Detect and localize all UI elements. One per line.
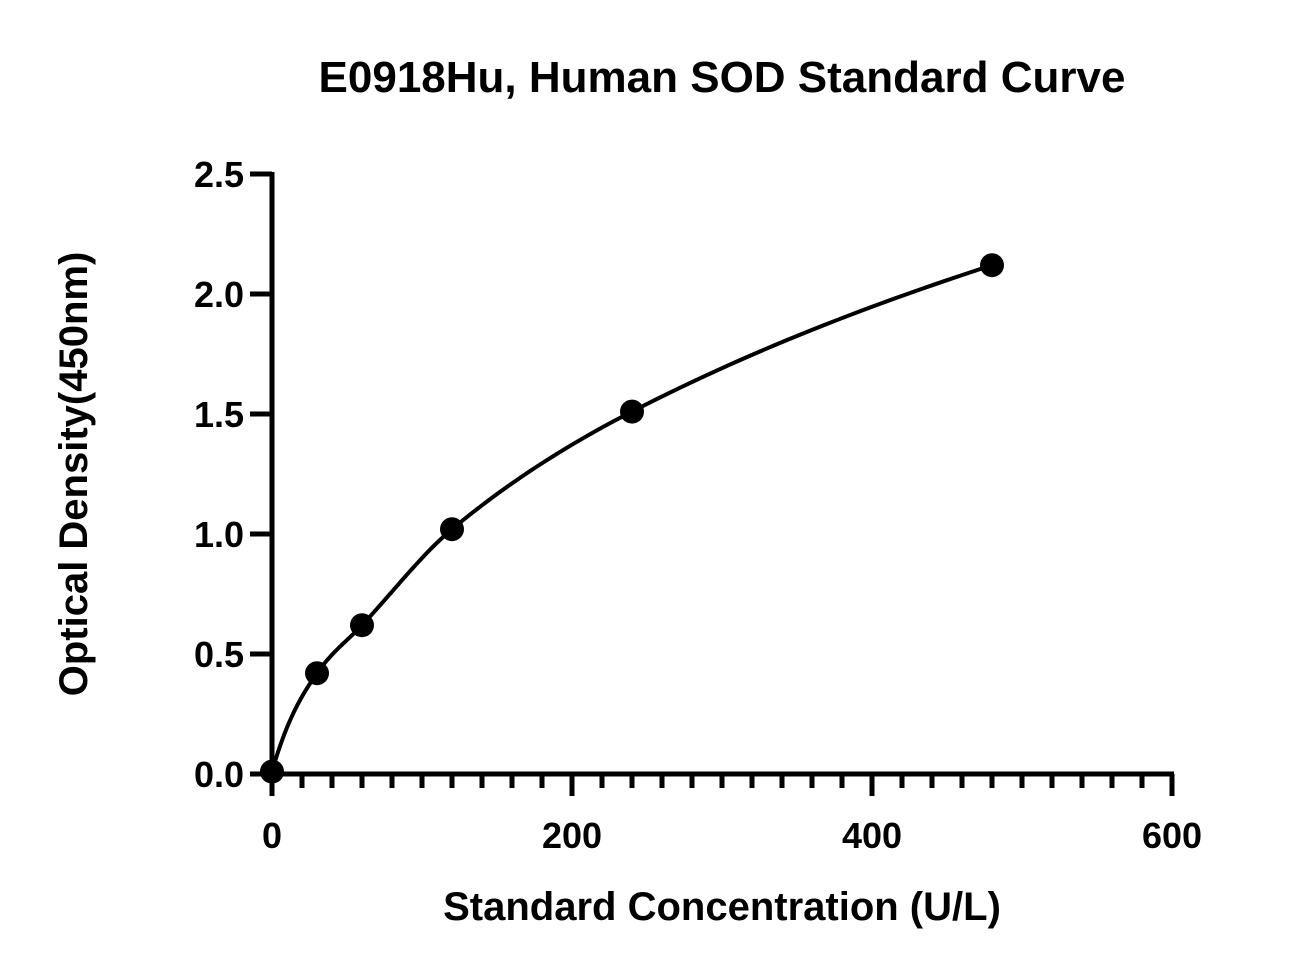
y-tick-label: 0.5 <box>194 634 244 675</box>
y-tick-label: 1.0 <box>194 514 244 555</box>
data-point <box>620 399 644 424</box>
y-axis-ticks: 0.0 0.5 1.0 1.5 2.0 2.5 <box>194 154 272 795</box>
y-tick-label: 0.0 <box>194 754 244 795</box>
x-axis-ticks: 0 200 400 600 <box>262 774 1202 856</box>
data-point <box>350 613 374 638</box>
axes <box>269 172 1174 777</box>
data-point <box>440 517 464 542</box>
fit-curve-line <box>270 263 993 773</box>
data-point <box>980 253 1004 278</box>
y-tick-label: 1.5 <box>194 394 244 435</box>
x-axis-label: Standard Concentration (U/L) <box>443 885 1001 929</box>
x-tick-label: 0 <box>262 815 282 856</box>
data-point <box>305 661 329 686</box>
y-tick-label: 2.0 <box>194 274 244 315</box>
x-tick-label: 600 <box>1142 815 1202 856</box>
chart-title: E0918Hu, Human SOD Standard Curve <box>319 53 1126 102</box>
fit-curve-layer <box>270 263 993 773</box>
data-points-layer <box>260 253 1004 784</box>
y-axis-label: Optical Density(450nm) <box>52 252 96 697</box>
x-tick-label: 200 <box>542 815 602 856</box>
x-tick-label: 400 <box>842 815 902 856</box>
data-point <box>260 759 284 784</box>
y-tick-label: 2.5 <box>194 154 244 195</box>
